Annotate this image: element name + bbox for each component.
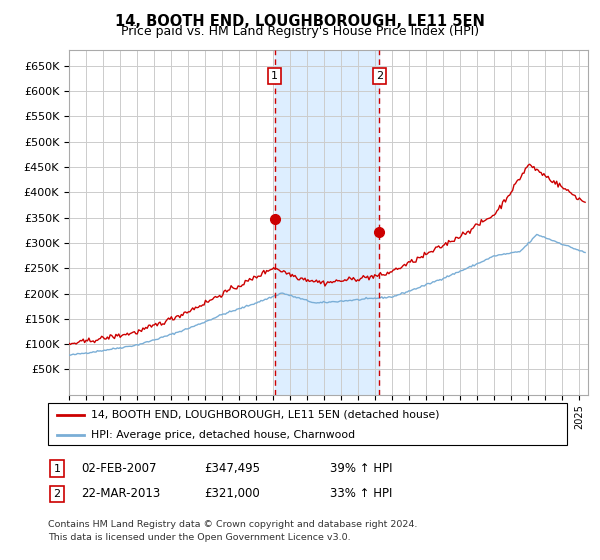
Text: 22-MAR-2013: 22-MAR-2013 [81,487,160,501]
Text: 2: 2 [53,489,61,499]
Bar [275,50,379,395]
Text: 1: 1 [271,71,278,81]
Text: Price paid vs. HM Land Registry's House Price Index (HPI): Price paid vs. HM Land Registry's House … [121,25,479,38]
Text: 39% ↑ HPI: 39% ↑ HPI [330,462,392,475]
Text: Contains HM Land Registry data © Crown copyright and database right 2024.: Contains HM Land Registry data © Crown c… [48,520,418,529]
Text: 33% ↑ HPI: 33% ↑ HPI [330,487,392,501]
Text: £347,495: £347,495 [204,462,260,475]
Text: HPI: Average price, detached house, Charnwood: HPI: Average price, detached house, Char… [91,430,355,440]
Text: 14, BOOTH END, LOUGHBOROUGH, LE11 5EN (detached house): 14, BOOTH END, LOUGHBOROUGH, LE11 5EN (d… [91,410,440,420]
Text: 1: 1 [53,464,61,474]
Text: 2: 2 [376,71,383,81]
Text: £321,000: £321,000 [204,487,260,501]
Text: 14, BOOTH END, LOUGHBOROUGH, LE11 5EN: 14, BOOTH END, LOUGHBOROUGH, LE11 5EN [115,14,485,29]
Text: This data is licensed under the Open Government Licence v3.0.: This data is licensed under the Open Gov… [48,533,350,542]
Text: 02-FEB-2007: 02-FEB-2007 [81,462,157,475]
